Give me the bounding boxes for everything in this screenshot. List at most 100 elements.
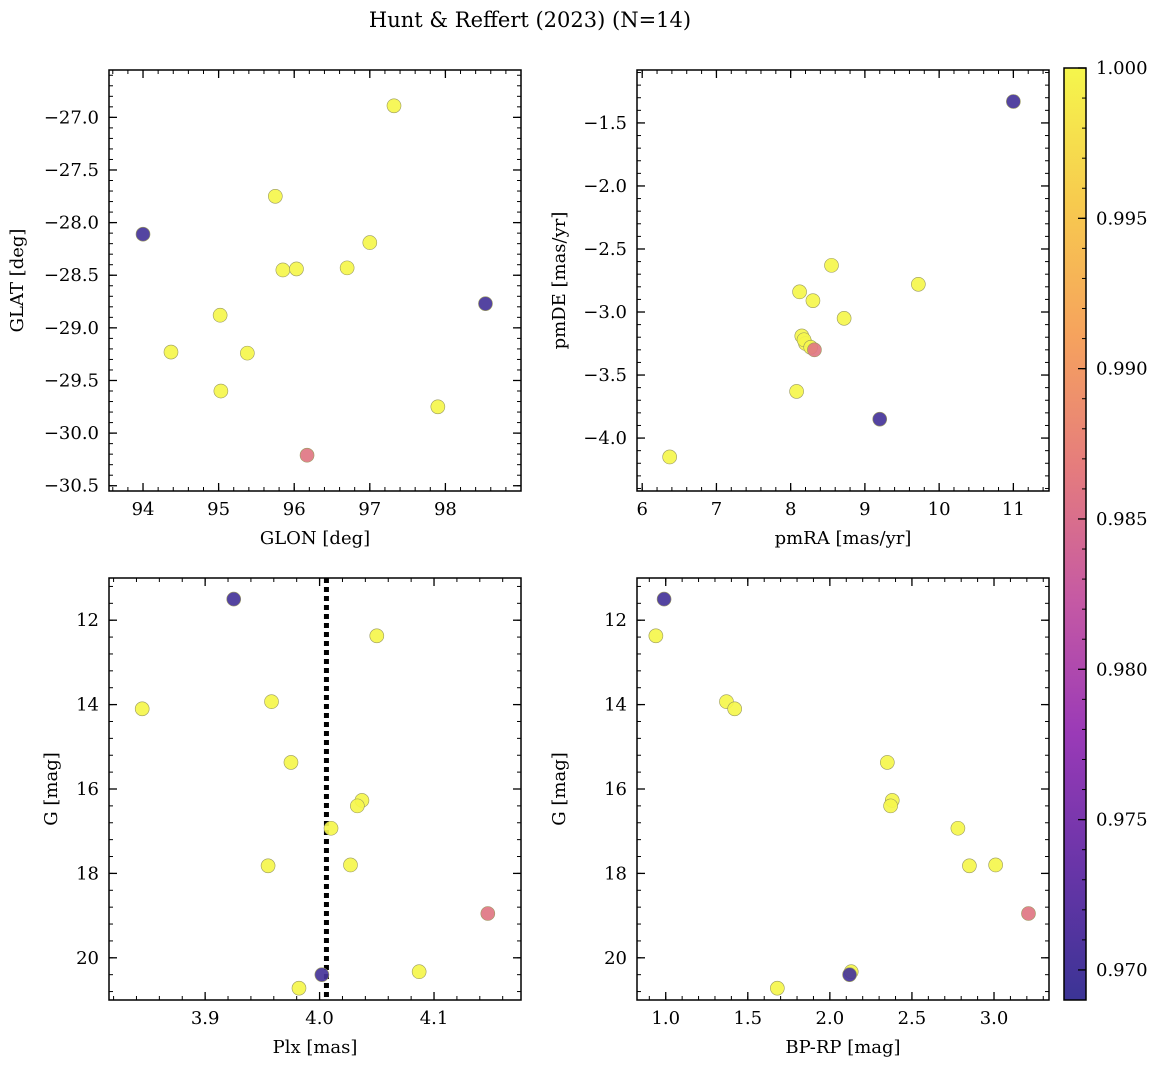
colorbar-tick-label: 0.975 [1096,810,1148,831]
y-tick-label: −28.0 [44,213,99,234]
panel-gmag-vs-plx: 3.9 4.0 4.1 12 14 16 18 20 Plx [mas] G [mag] [41,577,522,1058]
data-point [268,189,283,204]
data-point [213,383,229,399]
y-axis-label: G [mag] [549,752,570,825]
data-point [314,967,330,982]
data-point [275,262,291,278]
y-tick-label: −27.0 [44,107,99,128]
data-point [480,906,496,921]
x-tick-label: 1.5 [733,1008,762,1029]
data-point [807,342,822,358]
scatter-points [662,94,1021,465]
data-point [824,258,839,273]
y-tick-label: −29.5 [44,370,99,391]
colorbar-tick-label: 1.000 [1096,58,1148,79]
x-axis-label: GLON [deg] [260,528,370,549]
data-point [369,628,385,644]
data-point [289,261,304,277]
colorbar-tick-label: 0.970 [1096,960,1148,981]
y-tick-label: 12 [76,610,99,631]
x-tick-label: 9 [859,499,870,520]
data-point [789,384,804,399]
x-tick-label: 4.0 [305,1008,334,1029]
data-point [350,798,365,814]
data-point [260,858,276,874]
x-tick-label: 94 [132,499,155,520]
data-point [727,701,742,717]
data-point [291,980,307,996]
x-tick-label: 3.9 [191,1008,220,1029]
data-point [478,296,493,311]
data-point [386,98,402,114]
data-point [836,311,852,326]
y-tick-label: 12 [604,610,627,631]
data-point [339,260,355,276]
x-tick-label: 2.5 [898,1008,927,1029]
data-point [134,701,150,717]
y-tick-label: −30.0 [44,423,99,444]
x-tick-label: 2.0 [816,1008,845,1029]
scatter-points [135,98,493,463]
axes-frame [108,69,522,492]
colorbar-tick-label: 0.985 [1096,509,1148,530]
data-point [240,345,255,361]
colorbar-gradient [1063,67,1087,1001]
colorbar-tick-label: 0.995 [1096,208,1148,229]
y-tick-label: −2.5 [583,239,627,260]
data-point [950,820,966,836]
y-axis-label: GLAT [deg] [7,229,28,333]
x-tick-label: 97 [358,499,381,520]
y-tick-label: −4.0 [583,428,627,449]
y-axis-label: G [mag] [41,752,62,825]
x-tick-label: 10 [928,499,951,520]
figure-title: Hunt & Reffert (2023) (N=14) [369,8,691,32]
panel-gmag-vs-bprp: 1.0 1.5 2.0 2.5 3.0 12 14 16 18 20 BP-RP [mag] G [m… [549,577,1050,1058]
data-point [911,276,926,292]
data-point [842,967,857,982]
y-tick-label: −3.5 [583,365,627,386]
scatter-points [648,591,1036,996]
axes-frame [108,577,522,1001]
data-point [283,755,299,770]
data-point [656,591,672,607]
data-point [805,293,821,308]
data-point [226,591,242,607]
panel-glat-vs-glon: 94 95 96 97 98 −27.0 −27.5 −28.0 −28.5 −29.0 −29.5… [7,69,522,549]
y-tick-label: 20 [76,948,99,969]
x-tick-label: 95 [207,499,230,520]
data-point [648,628,664,644]
data-point [212,307,228,323]
y-tick-label: −30.5 [44,476,99,497]
data-point [343,857,358,873]
colorbar: 0.970 0.975 0.980 0.985 0.990 0.995 1.000 [1063,58,1148,1001]
y-tick-label: 16 [604,779,627,800]
data-point [988,857,1003,873]
y-tick-label: −27.5 [44,160,99,181]
data-point [430,399,446,415]
data-point [411,964,427,980]
y-tick-label: −1.5 [583,113,627,134]
data-point [323,820,339,836]
scatter-points [134,578,496,1000]
data-point [163,344,179,360]
x-axis-label: pmRA [mas/yr] [775,528,912,549]
x-axis-label: BP-RP [mag] [785,1037,900,1058]
x-tick-label: 6 [636,499,647,520]
data-point [792,284,807,300]
colorbar-tick-label: 0.980 [1096,659,1148,680]
y-tick-label: −2.0 [583,176,627,197]
x-tick-label: 8 [785,499,796,520]
x-tick-label: 4.1 [420,1008,449,1029]
data-point [883,798,898,814]
data-point [880,755,895,770]
y-axis-label: pmDE [mas/yr] [549,212,570,350]
y-tick-label: 18 [604,863,627,884]
data-point [1006,94,1021,109]
panel-pmde-vs-pmra: 6 7 8 9 10 11 −1.5 −2.0 −2.5 −3.0 −3.5 −4.0 pmRA [ma… [549,69,1050,549]
data-point [299,447,315,463]
data-point [962,858,977,874]
x-tick-label: 3.0 [980,1008,1009,1029]
y-tick-label: −3.0 [583,302,627,323]
x-axis-label: Plx [mas] [273,1037,358,1058]
data-point [662,449,677,465]
